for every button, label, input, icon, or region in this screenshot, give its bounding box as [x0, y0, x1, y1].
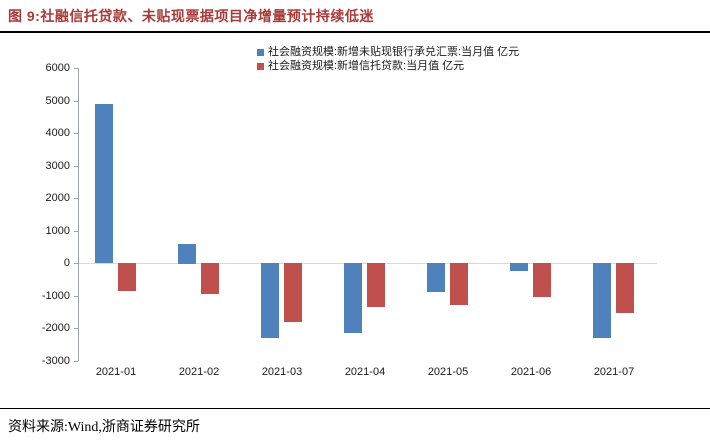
y-axis-tick [74, 198, 78, 199]
y-tick-label: 1000 [45, 225, 70, 237]
y-tick-label: 3000 [45, 160, 70, 172]
bar-2021-07-series0 [593, 263, 611, 338]
y-tick-label: 5000 [45, 95, 70, 107]
y-tick-label: 6000 [45, 62, 70, 74]
chart-legend: 社会融资规模:新增未贴现银行承兑汇票:当月值 亿元 社会融资规模:新增信托贷款:… [257, 45, 519, 73]
y-axis-tick [74, 328, 78, 329]
y-axis-tick [74, 101, 78, 102]
y-tick-label: -1000 [41, 290, 70, 302]
x-axis-label: 2021-01 [95, 366, 137, 378]
y-axis-tick [74, 361, 78, 362]
figure-title: 图 9:社融信托贷款、未贴现票据项目净增量预计持续低迷 [8, 8, 374, 24]
y-tick-label: -2000 [41, 322, 70, 334]
y-axis-tick [74, 263, 78, 264]
y-axis-line [78, 68, 79, 361]
x-axis-label: 2021-04 [344, 366, 386, 378]
bar-2021-07-series1 [616, 263, 634, 313]
y-axis-tick [74, 133, 78, 134]
y-axis-tick [74, 166, 78, 167]
legend-item-unbilled-acceptance: 社会融资规模:新增未贴现银行承兑汇票:当月值 亿元 [257, 45, 519, 59]
bar-2021-01-series0 [95, 104, 113, 263]
x-axis-label: 2021-05 [427, 366, 469, 378]
y-tick-label: 2000 [45, 192, 70, 204]
bar-2021-05-series1 [450, 263, 468, 305]
y-axis-tick [74, 68, 78, 69]
bar-2021-03-series1 [284, 263, 302, 322]
bar-2021-04-series0 [344, 263, 362, 333]
x-axis-label: 2021-07 [593, 366, 635, 378]
y-axis-tick [74, 296, 78, 297]
y-axis-tick [74, 231, 78, 232]
y-tick-label: 0 [63, 257, 70, 269]
y-tick-label: -3000 [41, 355, 70, 367]
legend-label: 社会融资规模:新增未贴现银行承兑汇票:当月值 亿元 [268, 46, 520, 58]
x-axis-label: 2021-03 [261, 366, 303, 378]
legend-label: 社会融资规模:新增信托贷款:当月值 亿元 [268, 60, 465, 72]
bar-2021-01-series1 [118, 263, 136, 291]
bar-2021-02-series0 [178, 244, 196, 264]
x-axis-label: 2021-02 [178, 366, 220, 378]
bar-2021-02-series1 [201, 263, 219, 294]
legend-swatch-red [257, 62, 264, 70]
bar-2021-04-series1 [367, 263, 385, 307]
bar-2021-03-series0 [261, 263, 279, 338]
footer-divider [0, 408, 710, 409]
legend-item-trust-loans: 社会融资规模:新增信托贷款:当月值 亿元 [257, 59, 519, 73]
title-divider [0, 31, 710, 33]
legend-swatch-blue [257, 48, 264, 56]
bar-2021-06-series0 [510, 263, 528, 271]
y-tick-label: 4000 [45, 127, 70, 139]
source-attribution: 资料来源:Wind,浙商证券研究所 [8, 420, 200, 435]
x-axis-label: 2021-06 [510, 366, 552, 378]
bar-2021-06-series1 [533, 263, 551, 297]
bar-2021-05-series0 [427, 263, 445, 292]
